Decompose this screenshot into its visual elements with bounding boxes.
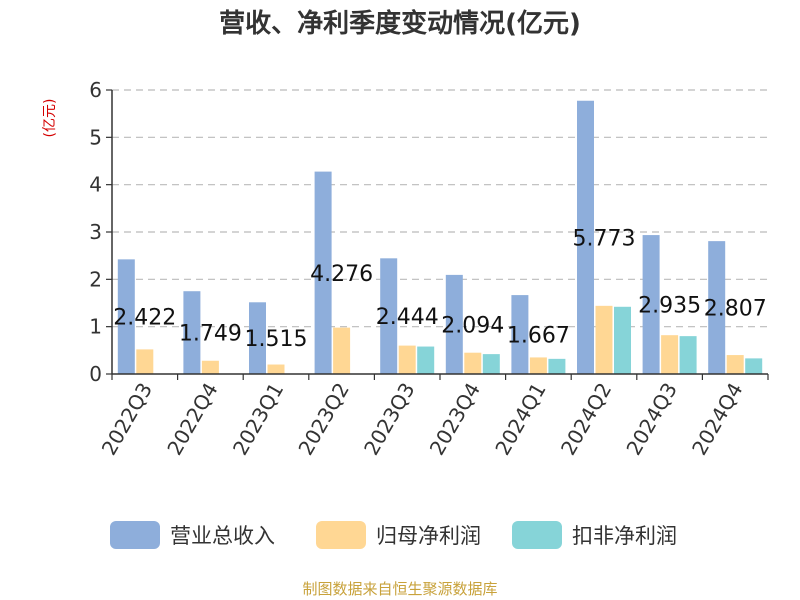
x-tick-label-2023Q1: 2023Q1 xyxy=(228,379,288,460)
data-source-note: 制图数据来自恒生聚源数据库 xyxy=(302,580,497,598)
bar-1-2022Q4 xyxy=(201,360,219,374)
legend-swatch-2 xyxy=(512,521,562,549)
data-label-2023Q4: 2.094 xyxy=(441,313,504,338)
x-tick-label-2024Q2: 2024Q2 xyxy=(556,379,616,460)
y-tick-label-2: 2 xyxy=(89,267,102,291)
data-label-2023Q3: 2.444 xyxy=(376,305,439,330)
data-label-2023Q1: 1.515 xyxy=(245,327,308,352)
bar-1-2024Q4 xyxy=(726,355,744,374)
bar-2-2023Q3 xyxy=(417,346,435,374)
bar-2-2024Q2 xyxy=(614,306,631,374)
y-tick-label-6: 6 xyxy=(89,78,102,102)
bars xyxy=(117,100,763,375)
data-label-2024Q3: 2.935 xyxy=(638,294,701,319)
x-tick-label-2024Q3: 2024Q3 xyxy=(621,379,681,460)
x-tick-label-2023Q4: 2023Q4 xyxy=(425,379,485,460)
bar-0-2024Q1 xyxy=(511,295,529,374)
y-axis-unit-label: (亿元) xyxy=(42,99,58,138)
legend-label-0: 营业总收入 xyxy=(170,524,275,548)
legend[interactable]: 营业总收入 归母净利润 扣非净利润 xyxy=(110,521,677,549)
y-tick-label-4: 4 xyxy=(89,173,102,197)
data-label-2024Q2: 5.773 xyxy=(573,226,636,251)
bar-1-2024Q2 xyxy=(595,305,613,374)
data-label-2022Q4: 1.749 xyxy=(179,322,242,347)
y-tick-label-5: 5 xyxy=(89,125,102,149)
bar-0-2023Q2 xyxy=(314,171,332,374)
y-tick-label-0: 0 xyxy=(89,362,102,386)
bar-1-2023Q2 xyxy=(333,327,351,374)
bar-0-2024Q3 xyxy=(642,235,660,374)
x-tick-label-2023Q3: 2023Q3 xyxy=(359,379,419,460)
bar-1-2024Q3 xyxy=(661,335,679,374)
y-tick-label-3: 3 xyxy=(89,220,102,244)
bar-1-2022Q3 xyxy=(136,349,154,374)
bar-1-2023Q3 xyxy=(398,345,416,374)
bar-0-2023Q4 xyxy=(445,274,463,374)
data-label-2024Q1: 1.667 xyxy=(507,324,570,349)
bar-2-2024Q3 xyxy=(679,336,697,374)
bar-1-2024Q1 xyxy=(529,357,547,374)
chart-title: 营收、净利季度变动情况(亿元) xyxy=(219,8,581,39)
bar-2-2024Q4 xyxy=(745,358,763,374)
x-tick-label-2024Q1: 2024Q1 xyxy=(490,379,550,460)
gridlines xyxy=(112,89,768,328)
bar-0-2024Q4 xyxy=(708,241,726,374)
x-tick-label-2024Q4: 2024Q4 xyxy=(687,379,747,460)
legend-item-0[interactable]: 营业总收入 xyxy=(110,521,275,549)
data-label-2022Q3: 2.422 xyxy=(113,306,176,331)
bar-1-2023Q1 xyxy=(267,364,285,374)
bar-2-2023Q4 xyxy=(482,354,500,374)
legend-swatch-1 xyxy=(316,521,366,549)
legend-item-1[interactable]: 归母净利润 xyxy=(316,521,481,549)
legend-label-1: 归母净利润 xyxy=(376,524,481,548)
x-tick-label-2022Q3: 2022Q3 xyxy=(97,379,157,460)
data-label-2023Q2: 4.276 xyxy=(310,262,373,287)
data-label-2024Q4: 2.807 xyxy=(704,297,767,322)
bar-1-2023Q4 xyxy=(464,352,482,374)
legend-label-2: 扣非净利润 xyxy=(572,524,677,548)
legend-item-2[interactable]: 扣非净利润 xyxy=(512,521,677,549)
bar-0-2023Q3 xyxy=(380,258,398,374)
y-tick-label-1: 1 xyxy=(89,315,102,339)
bar-0-2022Q3 xyxy=(117,259,135,374)
bar-0-2024Q2 xyxy=(577,100,594,375)
bar-0-2022Q4 xyxy=(183,291,201,374)
legend-swatch-0 xyxy=(110,521,160,549)
bar-2-2024Q1 xyxy=(548,358,566,374)
x-tick-label-2022Q4: 2022Q4 xyxy=(162,379,222,460)
x-tick-label-2023Q2: 2023Q2 xyxy=(293,379,353,460)
bar-0-2023Q1 xyxy=(249,302,266,374)
